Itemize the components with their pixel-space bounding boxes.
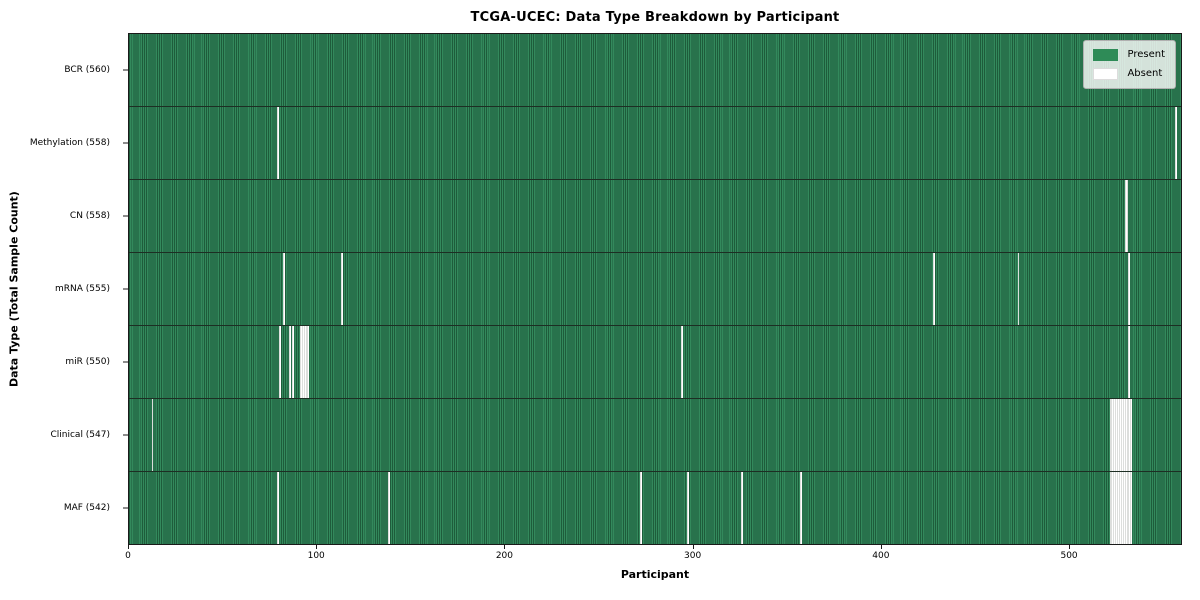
y-tick-label: MAF (542) (63, 503, 110, 514)
absent-cell (1115, 399, 1118, 471)
absent-cell (1117, 399, 1119, 471)
absent-cell (283, 253, 285, 325)
absent-cell (299, 326, 302, 398)
y-tick-label: CN (558) (69, 210, 110, 221)
absent-cell (1111, 472, 1114, 544)
x-tick-label: 400 (872, 551, 890, 561)
absent-cell (1117, 472, 1119, 544)
absent-cell (388, 472, 391, 544)
x-tick-labels: 0 100 200 300 400 500 (125, 551, 1182, 563)
y-tick-label: Clinical (547) (50, 430, 110, 441)
x-tick-label: 100 (307, 551, 325, 561)
legend-label-present: Present (1127, 49, 1165, 60)
absent-cell (1126, 180, 1129, 252)
absent-swatch-icon (1093, 68, 1119, 80)
legend-entry-present: Present (1093, 49, 1165, 61)
absent-cell (1017, 253, 1020, 325)
absent-cell (305, 326, 308, 398)
absent-cell (933, 253, 935, 325)
absent-cell (1119, 399, 1121, 471)
y-tick-marks (123, 33, 128, 545)
heatmap-row (129, 180, 1181, 253)
heatmap-row (129, 253, 1181, 326)
absent-cell (1126, 399, 1129, 471)
absent-cell (341, 253, 344, 325)
absent-cell (1113, 472, 1116, 544)
absent-cell (277, 107, 280, 179)
absent-cell (1122, 472, 1125, 544)
chart-title: TCGA-UCEC: Data Type Breakdown by Partic… (470, 10, 840, 25)
x-axis-label: Participant (620, 568, 690, 581)
y-tick-mark (123, 434, 128, 436)
y-tick-label: miR (550) (65, 357, 110, 368)
absent-cell (741, 472, 744, 544)
y-tick-labels: BCR (560) Methylation (558) CN (558) mRNA (… (0, 33, 122, 545)
absent-cell (1120, 472, 1123, 544)
x-tick-label: 300 (684, 551, 702, 561)
absent-cell (1128, 399, 1131, 471)
present-swatch-icon (1093, 49, 1119, 61)
absent-cell (288, 326, 291, 398)
plot-area: Present Absent (128, 33, 1182, 545)
absent-cell (279, 326, 282, 398)
x-tick-marks (128, 545, 1182, 549)
absent-cell (686, 472, 689, 544)
absent-cell (1130, 472, 1133, 544)
y-tick-mark (123, 142, 128, 144)
absent-cell (1126, 472, 1129, 544)
y-tick-label: BCR (560) (64, 64, 110, 75)
absent-cell (1128, 253, 1131, 325)
legend-label-absent: Absent (1127, 68, 1163, 79)
absent-cell (303, 326, 306, 398)
absent-cell (1124, 472, 1127, 544)
absent-cell (1124, 399, 1127, 471)
absent-cell (1109, 472, 1112, 544)
absent-cell (292, 326, 295, 398)
x-tick-mark (504, 545, 506, 549)
absent-cell (1128, 326, 1131, 398)
heatmap-row (129, 472, 1181, 544)
y-tick-mark (123, 69, 128, 71)
absent-cell (1130, 399, 1133, 471)
absent-cell (1113, 399, 1116, 471)
absent-cell (639, 472, 642, 544)
x-tick-label: 200 (495, 551, 514, 561)
x-tick-mark (692, 545, 694, 549)
y-tick-mark (123, 507, 128, 509)
x-tick-label: 0 (125, 551, 131, 561)
absent-cell (1119, 472, 1121, 544)
heatmap-row (129, 34, 1181, 107)
heatmap-row (129, 326, 1181, 399)
y-tick-label: Methylation (558) (29, 137, 110, 148)
absent-cell (799, 472, 802, 544)
absent-cell (1111, 399, 1114, 471)
x-tick-mark (316, 545, 318, 549)
absent-cell (1122, 399, 1125, 471)
absent-cell (1115, 472, 1118, 544)
legend: Present Absent (1083, 40, 1176, 89)
absent-cell (1120, 399, 1123, 471)
heatmap-rows (129, 34, 1181, 544)
absent-cell (681, 326, 684, 398)
y-tick-label: mRNA (555) (55, 284, 110, 294)
heatmap-row (129, 107, 1181, 180)
x-tick-mark (1069, 545, 1071, 549)
heatmap-row (129, 399, 1181, 472)
absent-cell (1175, 107, 1178, 179)
absent-cell (1124, 180, 1127, 252)
absent-cell (1128, 472, 1131, 544)
absent-cell (301, 326, 304, 398)
absent-cell (307, 326, 310, 398)
absent-cell (151, 399, 154, 471)
x-tick-mark (128, 545, 129, 549)
absent-cell (1109, 399, 1112, 471)
x-tick-mark (880, 545, 882, 549)
legend-entry-absent: Absent (1093, 68, 1165, 80)
x-tick-label: 500 (1060, 551, 1078, 561)
absent-cell (277, 472, 280, 544)
y-tick-mark (123, 361, 128, 363)
y-tick-mark (123, 215, 128, 217)
y-tick-mark (123, 288, 128, 290)
